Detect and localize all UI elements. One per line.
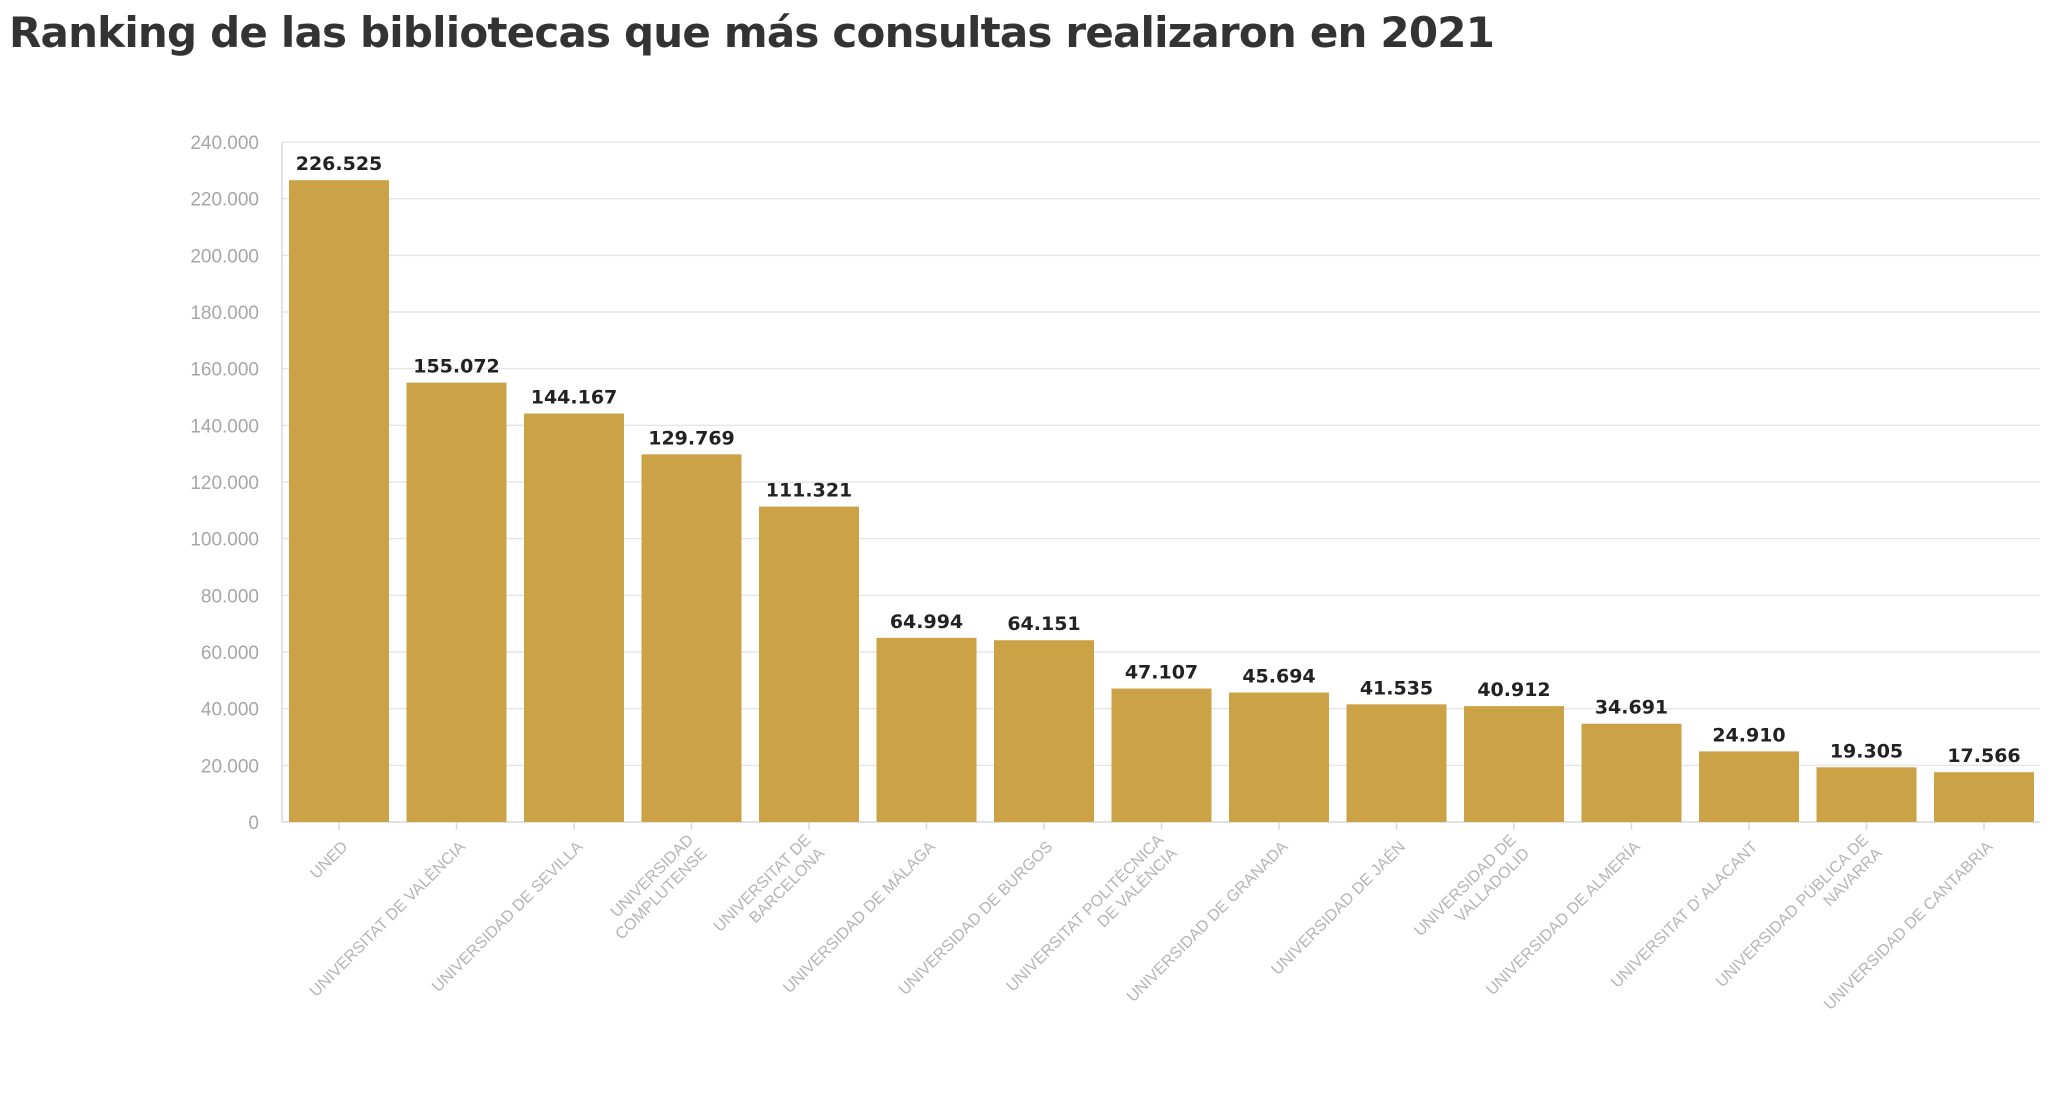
data-label: 34.691	[1595, 697, 1668, 719]
x-tick-label-line: UNED	[307, 838, 351, 882]
bar	[1464, 706, 1564, 822]
y-tick-label: 160.000	[190, 360, 259, 381]
y-tick-label: 20.000	[201, 756, 259, 777]
data-label: 41.535	[1360, 677, 1433, 699]
x-tick-label: UNIVERSITAT DEBARCELONA	[711, 831, 828, 948]
bar	[641, 454, 742, 822]
bar	[1699, 751, 1799, 822]
bar	[524, 413, 624, 822]
data-label: 111.321	[766, 480, 853, 502]
x-tick-label: UNIVERSIDAD DE JAÉN	[1267, 837, 1409, 979]
x-tick-label-line: UNIVERSIDAD DE JAÉN	[1267, 837, 1409, 979]
x-tick-label: UNIVERSIDADCOMPLUTENSE	[599, 832, 711, 944]
y-tick-label: 80.000	[201, 586, 259, 607]
data-label: 19.305	[1830, 740, 1903, 762]
bar	[1934, 772, 2034, 822]
y-tick-label: 200.000	[190, 246, 259, 267]
bar	[876, 637, 977, 822]
chart-title: Ranking de las bibliotecas que más consu…	[9, 8, 1495, 57]
y-tick-label: 0	[248, 813, 259, 834]
bar	[994, 640, 1094, 822]
data-label: 40.912	[1477, 679, 1550, 701]
data-label: 47.107	[1125, 662, 1198, 684]
y-tick-label: 140.000	[190, 416, 259, 437]
y-tick-label: 60.000	[201, 643, 259, 664]
y-tick-label: 240.000	[190, 133, 259, 154]
bars	[289, 180, 2034, 822]
y-axis-tick-labels: 0 20.000 40.000 60.000 80.000 100.000 120.000 1…	[190, 133, 259, 834]
data-labels: 226.525 155.072 144.167 129.769 111.321 64.99…	[296, 153, 2021, 767]
bar	[1816, 767, 1917, 822]
bar	[1581, 723, 1682, 822]
data-label: 129.769	[648, 427, 735, 449]
data-label: 144.167	[531, 387, 618, 409]
bar	[1346, 704, 1447, 822]
bar	[759, 506, 859, 822]
data-label: 45.694	[1242, 666, 1315, 688]
y-tick-label: 40.000	[201, 700, 259, 721]
y-tick-label: 120.000	[190, 473, 259, 494]
bar	[289, 180, 389, 822]
data-label: 24.910	[1712, 724, 1785, 746]
y-tick-label: 180.000	[190, 303, 259, 324]
data-label: 64.994	[890, 611, 963, 633]
bar	[1111, 688, 1212, 822]
bar	[406, 382, 507, 822]
data-label: 226.525	[296, 153, 383, 175]
y-tick-label: 100.000	[190, 530, 259, 551]
data-label: 17.566	[1947, 745, 2020, 767]
bar	[1229, 692, 1329, 822]
y-tick-label: 220.000	[190, 190, 259, 211]
data-label: 155.072	[413, 356, 500, 378]
x-tick-label: UNED	[307, 838, 351, 882]
x-tick-label: UNIVERSIDAD DEVALLADOLID	[1411, 832, 1533, 954]
data-label: 64.151	[1007, 613, 1080, 635]
